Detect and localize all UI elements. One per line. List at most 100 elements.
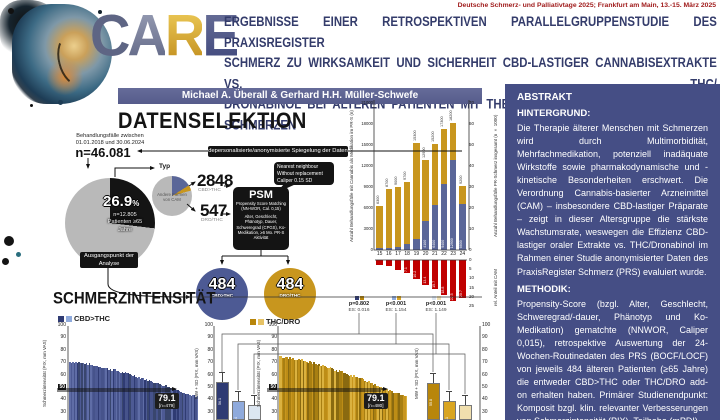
sd-whisker: [253, 394, 255, 405]
waterfall-bar: [337, 371, 339, 420]
waterfall-bar: [405, 396, 407, 420]
tick-label: 12000: [361, 163, 373, 168]
growth-bar-cbd-value: 4100: [422, 240, 427, 248]
comparison-end: p<0.001 ES: 1.149: [419, 296, 453, 313]
mean-bar-value: 41.4: [234, 404, 239, 420]
sd-whisker-cap: [235, 390, 241, 392]
share-bar: [376, 260, 383, 265]
tick-label: 50: [50, 384, 66, 390]
comparison-swatches: [342, 296, 376, 300]
threshold-tick: 50: [58, 384, 66, 390]
means-cbd-axis: 100 90 80 70 60 50 40 30: [200, 322, 213, 420]
tick-label: 90: [482, 334, 488, 341]
x-tick-label: 23: [450, 251, 456, 257]
waterfall-bar: [121, 371, 124, 420]
paint-blob: [44, 58, 86, 96]
waterfall-bar: [401, 395, 403, 420]
tick-label: 15: [469, 284, 475, 290]
waterfall-bar: [133, 375, 136, 420]
waterfall-bar: [130, 375, 133, 420]
group-n: 484: [208, 276, 236, 293]
tick-label: 50: [207, 384, 213, 390]
tick-label: 70: [60, 359, 66, 366]
waterfall-bar: [118, 371, 121, 420]
tick-label: 80: [207, 346, 213, 353]
psm-subtitle: Propensity Score Matching: [235, 201, 287, 207]
share-bar: 13.4: [422, 260, 429, 285]
face-artwork: [0, 0, 120, 112]
growth-bar-cbd-value: 9400: [440, 240, 445, 248]
growth-chart-ylabel-right: Anzahl Behandlungsfälle PR-Schmerz insge…: [493, 114, 498, 238]
x-tick-label: 16: [386, 251, 392, 257]
waterfall-bar: [111, 370, 113, 420]
threshold-tick: 50: [269, 384, 277, 390]
growth-bar-cbd-value: 12900: [450, 238, 455, 248]
section-heading-datenselektion: DATENSELEKTION: [118, 109, 307, 134]
mean-bar-value: 38.2: [251, 408, 255, 420]
waterfall-bar: [105, 367, 107, 420]
waterfall-bar: [398, 393, 400, 420]
waterfall-bar: [387, 390, 390, 420]
methods-text: Propensity-Score (bzgl. Alter, Geschlech…: [517, 298, 708, 420]
splash-dot: [4, 236, 14, 246]
waterfall-bar: [94, 365, 97, 420]
waterfall-bar: [96, 365, 98, 420]
waterfall-bar: [189, 394, 191, 420]
waterfall-bar: [124, 372, 127, 420]
abstract-panel: ABSTRAKT HINTERGRUND: Die Therapie älter…: [505, 84, 720, 420]
waterfall-bar: [106, 367, 109, 420]
tick-label: 3000: [363, 226, 373, 231]
waterfall-bar: [84, 364, 86, 420]
sd-whisker-cap: [219, 372, 225, 374]
pie-percentage: 26.9%: [103, 193, 139, 210]
means-chart-thc: 55.8 41.1 38.3: [426, 328, 476, 420]
cam-type-pie-label: Andere Formen von CAM: [157, 192, 187, 203]
tick-label: 100: [204, 322, 213, 328]
period-line: 01.01.2018 und 30.06.2024: [75, 139, 145, 146]
logo-letter: C: [90, 1, 130, 68]
tick-label: 18000: [361, 121, 373, 126]
background-heading: HINTERGRUND:: [517, 108, 591, 119]
start-line: Ausgangspunkt der: [84, 253, 134, 259]
pie-sub-line: n=12.805: [113, 212, 137, 218]
growth-bar: 6600: [459, 185, 466, 250]
psm-box: PSM Propensity Score Matching (NN-WOR, C…: [233, 187, 289, 250]
share-bar-value: 20.7: [459, 290, 464, 298]
waterfall-bar: [108, 369, 110, 420]
share-bar: 22.5: [450, 260, 457, 302]
share-bar: [394, 260, 402, 270]
group-label: CBD>THC: [210, 293, 234, 298]
waterfall-bar: [141, 378, 143, 420]
waterfall-bar: [102, 367, 104, 420]
tick-label: 50: [469, 142, 475, 147]
waterfall-bar: [347, 375, 350, 420]
swatch: [436, 296, 441, 300]
growth-bar: 4100: [422, 159, 429, 250]
waterfall-bar: [343, 372, 345, 420]
growth-bar-value: 9700: [403, 171, 408, 181]
waterfall-bar: [187, 393, 190, 420]
tick-label: 5: [469, 266, 472, 272]
share-bar: 20.7: [459, 260, 466, 299]
mirror-label: depersonalisierte/anonymisierte Spiegelu…: [208, 146, 348, 157]
pie-pct-sign: %: [132, 199, 140, 208]
waterfall-bar: [112, 369, 115, 420]
waterfall-bar: [335, 370, 338, 420]
waterfall-bar: [351, 376, 354, 420]
legend-swatch: [66, 315, 72, 322]
tick-label: 21000: [361, 100, 373, 105]
comparison-baseline: p=0.802 ES: 0.016: [342, 296, 376, 313]
means-cbd-ylabel: MW + SD (PIX, mm VAS): [194, 348, 199, 400]
p-value: p=0.802: [348, 301, 370, 307]
tick-label: 40: [469, 163, 475, 168]
growth-bar-value: 9200: [458, 175, 463, 184]
tick-label: 10: [469, 275, 475, 281]
growth-chart-axis-left: 0 3000 6000 9000 12000 15000 18000 21000: [354, 98, 373, 255]
waterfall-bar: [109, 369, 112, 420]
tick-label: 10: [469, 226, 475, 231]
swatch: [396, 296, 401, 300]
waterfall-bar: [153, 382, 155, 420]
splash-dot: [58, 100, 63, 105]
waterfall-bar: [135, 376, 137, 420]
